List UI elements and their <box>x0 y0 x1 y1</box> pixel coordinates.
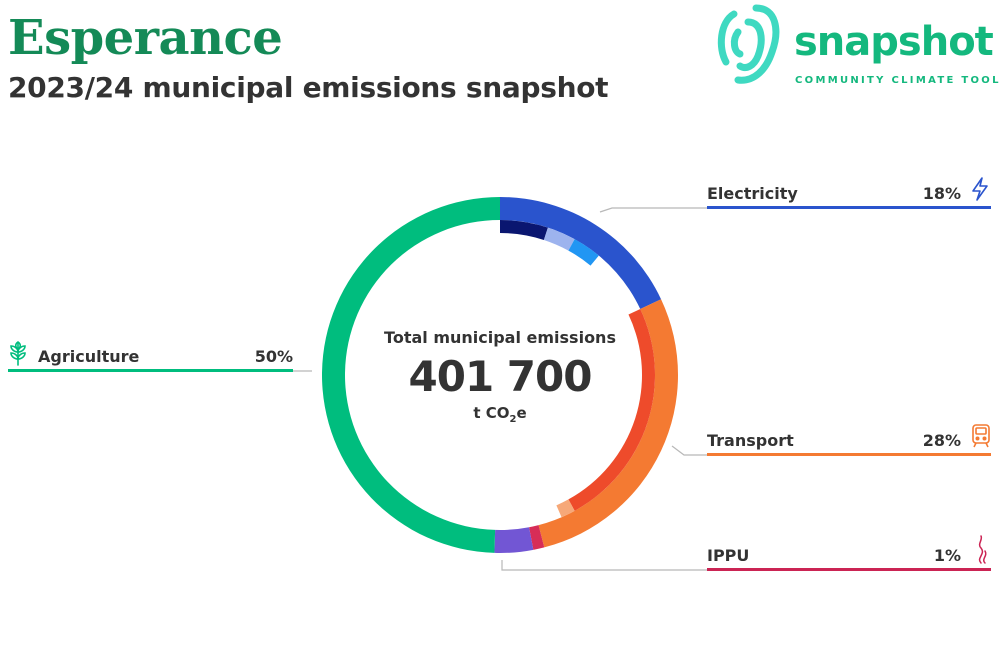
ippu-leader-line <box>501 560 707 571</box>
donut-subsegment-transport-1 <box>568 309 655 511</box>
donut-segment-other <box>494 527 534 553</box>
snapshot-logo: snapshot COMMUNITY CLIMATE TOOL <box>714 0 1000 92</box>
total-emissions-unit: t CO2e <box>473 404 527 425</box>
donut-subsegment-electricity-1 <box>500 220 548 240</box>
fingerprint-logo-icon <box>717 4 780 84</box>
transport-percent: 28% <box>922 431 961 450</box>
donut-subsegment-electricity-3 <box>568 239 599 266</box>
transport-label: Transport <box>707 431 794 450</box>
ippu-underline <box>707 568 991 571</box>
wheat-icon <box>10 341 26 366</box>
logo-tagline: COMMUNITY CLIMATE TOOL <box>795 75 1000 86</box>
category-ippu: IPPU 1% <box>707 545 991 571</box>
category-agriculture: Agriculture 50% <box>8 346 293 372</box>
donut-subsegment-electricity-2 <box>543 227 575 251</box>
ippu-percent: 1% <box>933 546 961 565</box>
page-subtitle: 2023/24 municipal emissions snapshot <box>8 71 609 104</box>
agriculture-label: Agriculture <box>38 347 140 366</box>
page-title: Esperance <box>8 10 283 66</box>
train-icon <box>972 424 990 448</box>
smoke-icon <box>978 535 987 564</box>
transport-underline <box>707 453 991 456</box>
donut-segment-agriculture <box>321 197 500 553</box>
transport-leader-line <box>671 445 707 456</box>
agriculture-percent: 50% <box>254 347 293 366</box>
electricity-leader-line <box>599 207 707 213</box>
category-transport: Transport 28% <box>707 430 991 456</box>
category-electricity: Electricity 18% <box>707 183 991 209</box>
logo-wordmark: snapshot <box>794 19 994 65</box>
lightning-icon <box>972 177 988 201</box>
donut-segment-ippu <box>529 525 545 550</box>
total-emissions-value: 401 700 <box>408 352 593 401</box>
donut-subsegment-transport-2 <box>556 499 575 518</box>
electricity-underline <box>707 206 991 209</box>
electricity-label: Electricity <box>707 184 798 203</box>
electricity-percent: 18% <box>922 184 961 203</box>
total-emissions-label: Total municipal emissions <box>384 328 616 347</box>
agriculture-underline <box>8 369 293 372</box>
ippu-label: IPPU <box>707 546 750 565</box>
donut-segment-electricity <box>500 197 662 310</box>
donut-segment-transport <box>538 299 678 548</box>
